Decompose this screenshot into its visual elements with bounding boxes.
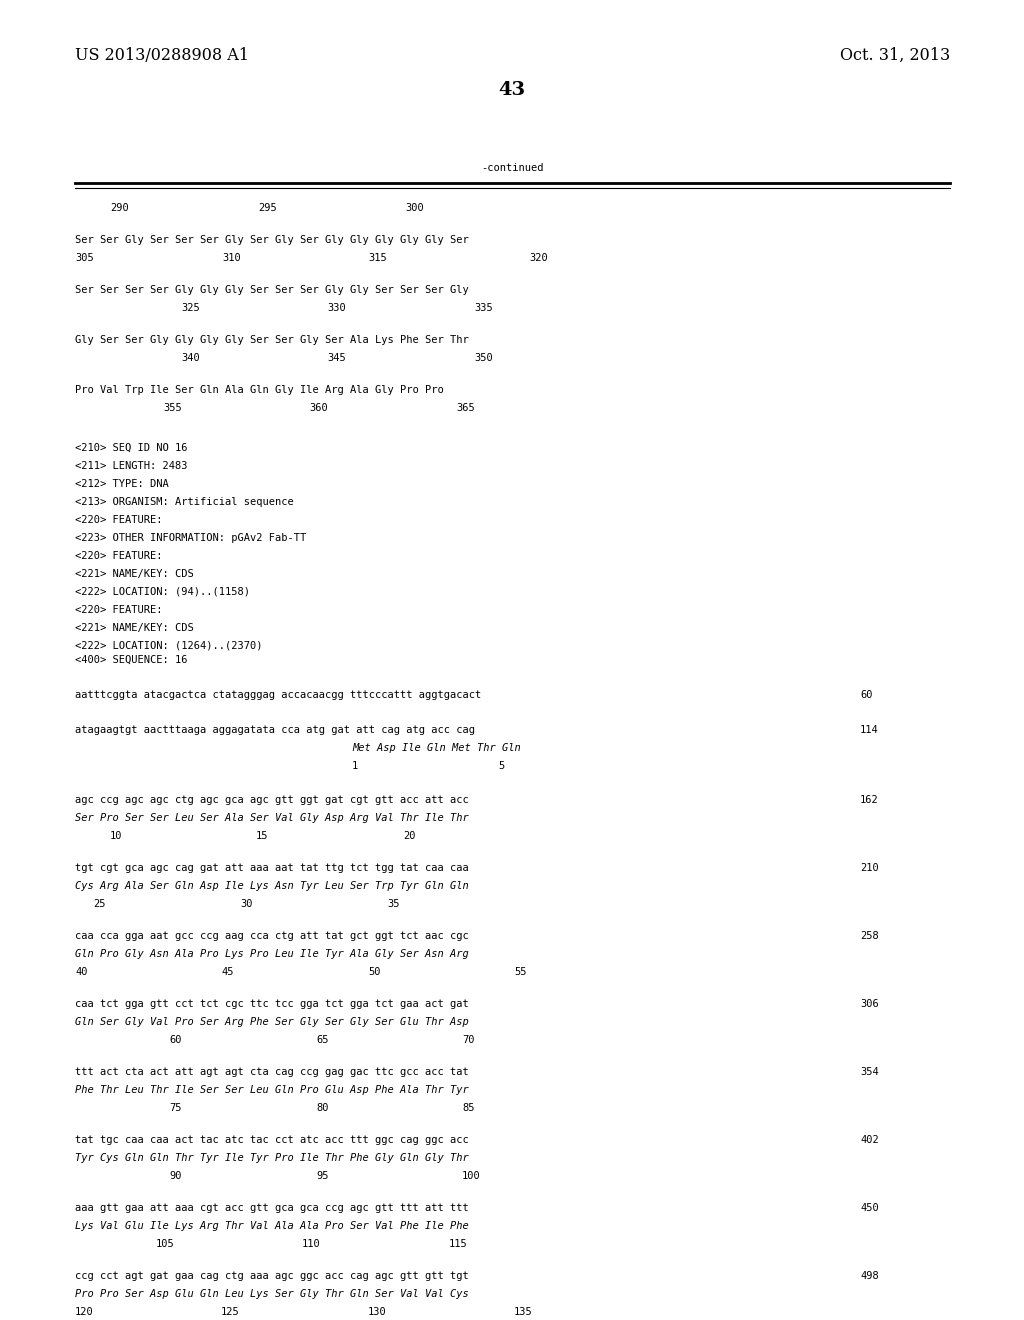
Text: caa tct gga gtt cct tct cgc ttc tcc gga tct gga tct gaa act gat: caa tct gga gtt cct tct cgc ttc tcc gga … bbox=[75, 999, 469, 1008]
Text: 25: 25 bbox=[93, 899, 105, 909]
Text: Pro Pro Ser Asp Glu Gln Leu Lys Ser Gly Thr Gln Ser Val Val Cys: Pro Pro Ser Asp Glu Gln Leu Lys Ser Gly … bbox=[75, 1290, 469, 1299]
Text: 43: 43 bbox=[499, 81, 525, 99]
Text: 335: 335 bbox=[474, 304, 493, 313]
Text: Tyr Cys Gln Gln Thr Tyr Ile Tyr Pro Ile Thr Phe Gly Gln Gly Thr: Tyr Cys Gln Gln Thr Tyr Ile Tyr Pro Ile … bbox=[75, 1152, 469, 1163]
Text: <222> LOCATION: (94)..(1158): <222> LOCATION: (94)..(1158) bbox=[75, 587, 250, 597]
Text: 355: 355 bbox=[163, 403, 181, 413]
Text: 305: 305 bbox=[75, 253, 94, 263]
Text: 402: 402 bbox=[860, 1135, 879, 1144]
Text: <221> NAME/KEY: CDS: <221> NAME/KEY: CDS bbox=[75, 569, 194, 579]
Text: 498: 498 bbox=[860, 1271, 879, 1280]
Text: 10: 10 bbox=[110, 832, 123, 841]
Text: ttt act cta act att agt agt cta cag ccg gag gac ttc gcc acc tat: ttt act cta act att agt agt cta cag ccg … bbox=[75, 1067, 469, 1077]
Text: 120: 120 bbox=[75, 1307, 94, 1317]
Text: 354: 354 bbox=[860, 1067, 879, 1077]
Text: 55: 55 bbox=[514, 968, 526, 977]
Text: <400> SEQUENCE: 16: <400> SEQUENCE: 16 bbox=[75, 655, 187, 665]
Text: 450: 450 bbox=[860, 1203, 879, 1213]
Text: Gly Ser Ser Gly Gly Gly Gly Ser Ser Gly Ser Ala Lys Phe Ser Thr: Gly Ser Ser Gly Gly Gly Gly Ser Ser Gly … bbox=[75, 335, 469, 345]
Text: 300: 300 bbox=[406, 203, 424, 213]
Text: <222> LOCATION: (1264)..(2370): <222> LOCATION: (1264)..(2370) bbox=[75, 642, 262, 651]
Text: 345: 345 bbox=[327, 352, 346, 363]
Text: 115: 115 bbox=[449, 1239, 468, 1249]
Text: <210> SEQ ID NO 16: <210> SEQ ID NO 16 bbox=[75, 444, 187, 453]
Text: 15: 15 bbox=[256, 832, 268, 841]
Text: US 2013/0288908 A1: US 2013/0288908 A1 bbox=[75, 46, 249, 63]
Text: Ser Ser Gly Ser Ser Ser Gly Ser Gly Ser Gly Gly Gly Gly Gly Ser: Ser Ser Gly Ser Ser Ser Gly Ser Gly Ser … bbox=[75, 235, 469, 246]
Text: 162: 162 bbox=[860, 795, 879, 805]
Text: 70: 70 bbox=[462, 1035, 474, 1045]
Text: atagaagtgt aactttaaga aggagatata cca atg gat att cag atg acc cag: atagaagtgt aactttaaga aggagatata cca atg… bbox=[75, 725, 475, 735]
Text: 110: 110 bbox=[302, 1239, 321, 1249]
Text: Ser Pro Ser Ser Leu Ser Ala Ser Val Gly Asp Arg Val Thr Ile Thr: Ser Pro Ser Ser Leu Ser Ala Ser Val Gly … bbox=[75, 813, 469, 822]
Text: 320: 320 bbox=[529, 253, 548, 263]
Text: ccg cct agt gat gaa cag ctg aaa agc ggc acc cag agc gtt gtt tgt: ccg cct agt gat gaa cag ctg aaa agc ggc … bbox=[75, 1271, 469, 1280]
Text: 105: 105 bbox=[156, 1239, 175, 1249]
Text: <223> OTHER INFORMATION: pGAv2 Fab-TT: <223> OTHER INFORMATION: pGAv2 Fab-TT bbox=[75, 533, 306, 543]
Text: 290: 290 bbox=[110, 203, 129, 213]
Text: 90: 90 bbox=[169, 1171, 181, 1181]
Text: <220> FEATURE:: <220> FEATURE: bbox=[75, 605, 163, 615]
Text: <213> ORGANISM: Artificial sequence: <213> ORGANISM: Artificial sequence bbox=[75, 498, 294, 507]
Text: Met Asp Ile Gln Met Thr Gln: Met Asp Ile Gln Met Thr Gln bbox=[352, 743, 521, 752]
Text: 340: 340 bbox=[181, 352, 200, 363]
Text: 350: 350 bbox=[474, 352, 493, 363]
Text: 95: 95 bbox=[316, 1171, 329, 1181]
Text: 45: 45 bbox=[221, 968, 233, 977]
Text: Oct. 31, 2013: Oct. 31, 2013 bbox=[840, 46, 950, 63]
Text: 130: 130 bbox=[368, 1307, 387, 1317]
Text: 35: 35 bbox=[387, 899, 399, 909]
Text: 325: 325 bbox=[181, 304, 200, 313]
Text: <221> NAME/KEY: CDS: <221> NAME/KEY: CDS bbox=[75, 623, 194, 634]
Text: 5: 5 bbox=[498, 762, 504, 771]
Text: 60: 60 bbox=[860, 690, 872, 700]
Text: agc ccg agc agc ctg agc gca agc gtt ggt gat cgt gtt acc att acc: agc ccg agc agc ctg agc gca agc gtt ggt … bbox=[75, 795, 469, 805]
Text: Ser Ser Ser Ser Gly Gly Gly Ser Ser Ser Gly Gly Ser Ser Ser Gly: Ser Ser Ser Ser Gly Gly Gly Ser Ser Ser … bbox=[75, 285, 469, 294]
Text: aaa gtt gaa att aaa cgt acc gtt gca gca ccg agc gtt ttt att ttt: aaa gtt gaa att aaa cgt acc gtt gca gca … bbox=[75, 1203, 469, 1213]
Text: Lys Val Glu Ile Lys Arg Thr Val Ala Ala Pro Ser Val Phe Ile Phe: Lys Val Glu Ile Lys Arg Thr Val Ala Ala … bbox=[75, 1221, 469, 1232]
Text: 310: 310 bbox=[222, 253, 241, 263]
Text: 60: 60 bbox=[169, 1035, 181, 1045]
Text: <211> LENGTH: 2483: <211> LENGTH: 2483 bbox=[75, 461, 187, 471]
Text: 360: 360 bbox=[309, 403, 328, 413]
Text: 100: 100 bbox=[462, 1171, 480, 1181]
Text: Cys Arg Ala Ser Gln Asp Ile Lys Asn Tyr Leu Ser Trp Tyr Gln Gln: Cys Arg Ala Ser Gln Asp Ile Lys Asn Tyr … bbox=[75, 880, 469, 891]
Text: 306: 306 bbox=[860, 999, 879, 1008]
Text: tat tgc caa caa act tac atc tac cct atc acc ttt ggc cag ggc acc: tat tgc caa caa act tac atc tac cct atc … bbox=[75, 1135, 469, 1144]
Text: 80: 80 bbox=[316, 1104, 329, 1113]
Text: 330: 330 bbox=[327, 304, 346, 313]
Text: 30: 30 bbox=[240, 899, 253, 909]
Text: tgt cgt gca agc cag gat att aaa aat tat ttg tct tgg tat caa caa: tgt cgt gca agc cag gat att aaa aat tat … bbox=[75, 863, 469, 873]
Text: 20: 20 bbox=[403, 832, 416, 841]
Text: 85: 85 bbox=[462, 1104, 474, 1113]
Text: 210: 210 bbox=[860, 863, 879, 873]
Text: caa cca gga aat gcc ccg aag cca ctg att tat gct ggt tct aac cgc: caa cca gga aat gcc ccg aag cca ctg att … bbox=[75, 931, 469, 941]
Text: 125: 125 bbox=[221, 1307, 240, 1317]
Text: 65: 65 bbox=[316, 1035, 329, 1045]
Text: 295: 295 bbox=[258, 203, 276, 213]
Text: Pro Val Trp Ile Ser Gln Ala Gln Gly Ile Arg Ala Gly Pro Pro: Pro Val Trp Ile Ser Gln Ala Gln Gly Ile … bbox=[75, 385, 443, 395]
Text: -continued: -continued bbox=[480, 162, 544, 173]
Text: 50: 50 bbox=[368, 968, 381, 977]
Text: 315: 315 bbox=[368, 253, 387, 263]
Text: 1: 1 bbox=[352, 762, 358, 771]
Text: <212> TYPE: DNA: <212> TYPE: DNA bbox=[75, 479, 169, 488]
Text: 365: 365 bbox=[456, 403, 475, 413]
Text: Phe Thr Leu Thr Ile Ser Ser Leu Gln Pro Glu Asp Phe Ala Thr Tyr: Phe Thr Leu Thr Ile Ser Ser Leu Gln Pro … bbox=[75, 1085, 469, 1096]
Text: 75: 75 bbox=[169, 1104, 181, 1113]
Text: <220> FEATURE:: <220> FEATURE: bbox=[75, 550, 163, 561]
Text: aatttcggta atacgactca ctatagggag accacaacgg tttcccattt aggtgacact: aatttcggta atacgactca ctatagggag accacaa… bbox=[75, 690, 481, 700]
Text: Gln Ser Gly Val Pro Ser Arg Phe Ser Gly Ser Gly Ser Glu Thr Asp: Gln Ser Gly Val Pro Ser Arg Phe Ser Gly … bbox=[75, 1016, 469, 1027]
Text: 40: 40 bbox=[75, 968, 87, 977]
Text: <220> FEATURE:: <220> FEATURE: bbox=[75, 515, 163, 525]
Text: Gln Pro Gly Asn Ala Pro Lys Pro Leu Ile Tyr Ala Gly Ser Asn Arg: Gln Pro Gly Asn Ala Pro Lys Pro Leu Ile … bbox=[75, 949, 469, 960]
Text: 258: 258 bbox=[860, 931, 879, 941]
Text: 135: 135 bbox=[514, 1307, 532, 1317]
Text: 114: 114 bbox=[860, 725, 879, 735]
